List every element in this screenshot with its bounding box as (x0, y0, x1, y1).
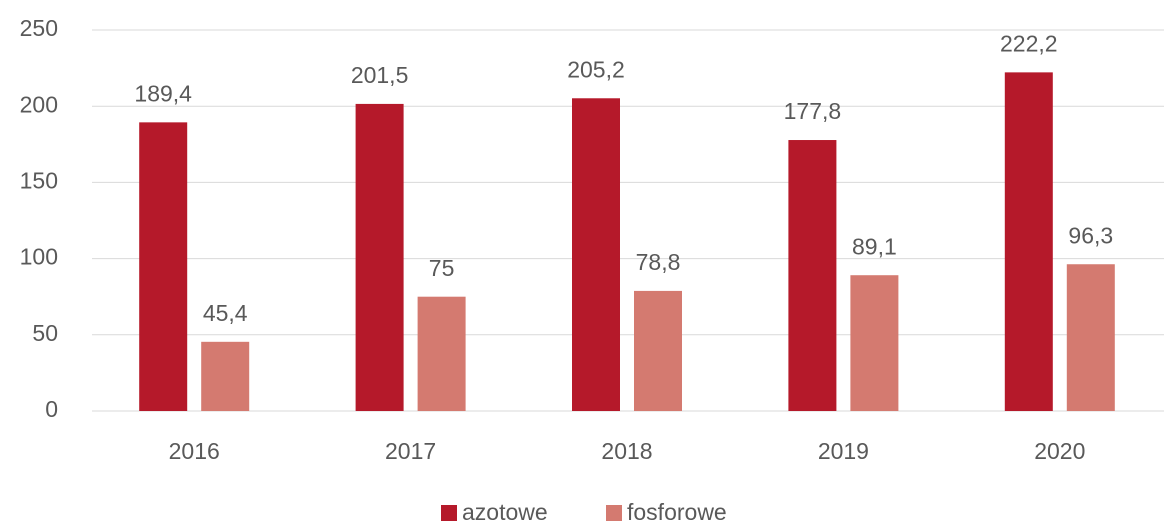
bar (634, 290, 682, 411)
bar (850, 275, 899, 411)
y-tick-label: 0 (45, 396, 58, 422)
data-label: 222,2 (1000, 30, 1058, 56)
data-label: 177,8 (784, 98, 842, 124)
y-tick-label: 200 (20, 91, 58, 117)
x-tick-label: 2020 (1034, 438, 1085, 464)
data-label: 78,8 (636, 249, 681, 275)
data-label: 89,1 (852, 233, 897, 259)
bar (201, 341, 250, 411)
data-label: 75 (429, 255, 455, 281)
legend-label: azotowe (462, 499, 548, 525)
legend-label: fosforowe (627, 499, 727, 525)
bar (417, 296, 466, 411)
bar (1004, 72, 1053, 412)
bar (572, 98, 620, 411)
x-tick-label: 2016 (169, 438, 220, 464)
legend-swatch (606, 505, 622, 521)
data-label: 205,2 (567, 56, 625, 82)
bar (355, 103, 404, 411)
y-tick-label: 100 (20, 244, 58, 270)
x-tick-label: 2017 (385, 438, 436, 464)
y-tick-label: 150 (20, 167, 58, 193)
legend-swatch (441, 505, 457, 521)
x-tick-label: 2019 (818, 438, 869, 464)
bar (139, 122, 188, 411)
data-label: 96,3 (1068, 222, 1113, 248)
data-label: 45,4 (203, 300, 248, 326)
y-tick-label: 250 (20, 15, 58, 41)
x-tick-label: 2018 (601, 438, 652, 464)
y-tick-label: 50 (32, 320, 58, 346)
data-label: 189,4 (134, 80, 192, 106)
data-label: 201,5 (351, 62, 409, 88)
bar (1066, 264, 1115, 411)
bar (788, 140, 837, 411)
